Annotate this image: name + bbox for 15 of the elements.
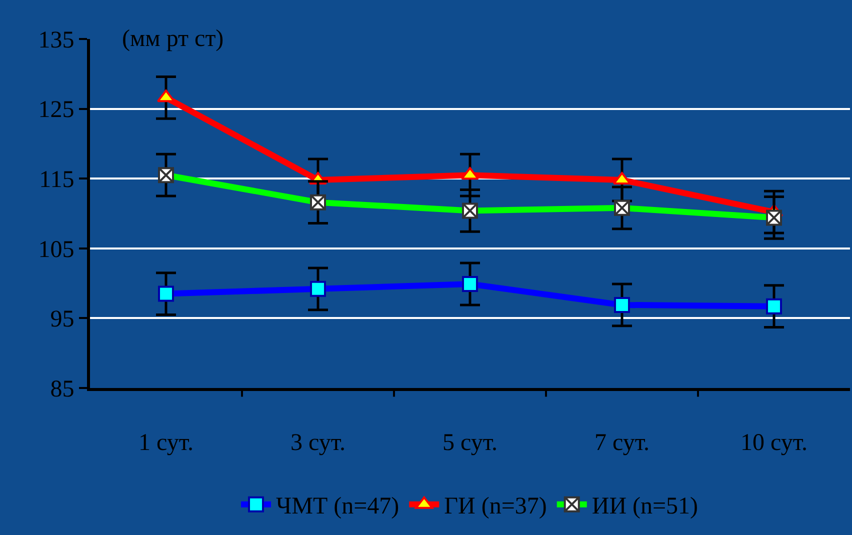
x-tick-label: 5 сут. <box>442 430 498 456</box>
x-tick-label: 3 сут. <box>290 430 346 456</box>
x-tick-label: 7 сут. <box>594 430 650 456</box>
x-tick-label: 10 сут. <box>740 430 808 456</box>
y-axis-title: (мм рт ст) <box>122 26 224 52</box>
legend-label: ГИ (n=37) <box>444 494 547 520</box>
y-tick-label: 95 <box>50 306 74 333</box>
y-tick-label: 105 <box>38 236 74 263</box>
y-tick-label: 85 <box>50 376 74 402</box>
y-tick-label: 125 <box>38 97 74 124</box>
legend-label: ЧМТ (n=47) <box>276 494 400 520</box>
y-tick-label: 115 <box>39 167 74 193</box>
x-tick-label: 1 сут. <box>138 430 194 456</box>
y-tick-label: 135 <box>38 27 74 54</box>
legend-label: ИИ (n=51) <box>592 494 698 520</box>
